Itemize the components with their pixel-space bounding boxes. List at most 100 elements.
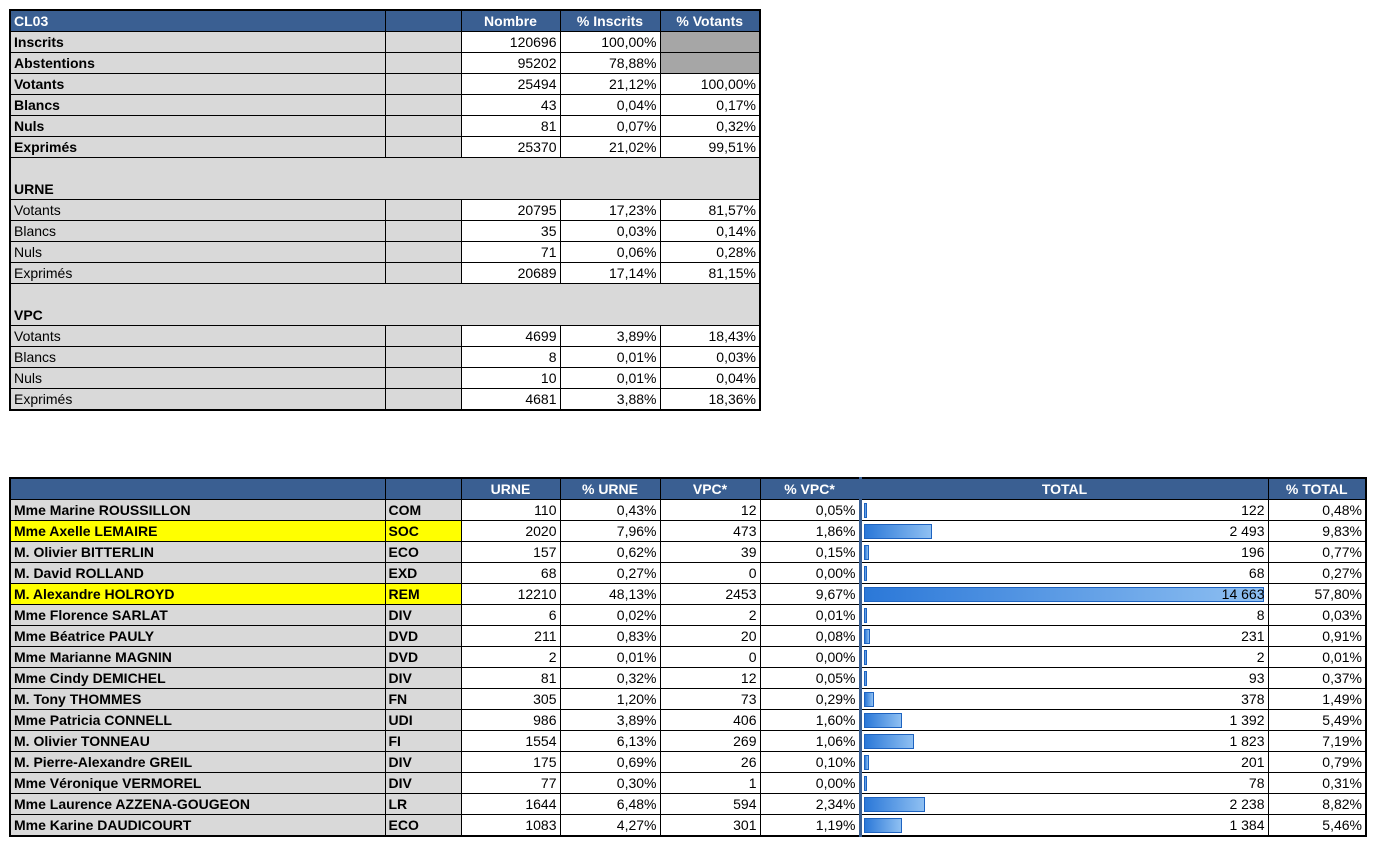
value-pct-votants: 0,04% [659, 367, 761, 389]
summary-table: CL03 Nombre % Inscrits % Votants Inscrit… [9, 9, 761, 411]
summary-row: Nuls 81 0,07% 0,32% [9, 115, 761, 137]
value-vpc: 473 [659, 520, 761, 542]
total-databar [863, 566, 867, 581]
col-header-pct-votants: % Votants [659, 9, 761, 32]
value-pct-vpc: 0,15% [759, 541, 861, 563]
value-total: 14 663 [1221, 586, 1265, 602]
value-vpc: 269 [659, 730, 761, 752]
total-databar [863, 692, 874, 707]
value-nombre: 20795 [460, 199, 561, 221]
candidate-row: M. David ROLLAND EXD 68 0,27% 0 0,00% 68 0,27% [9, 562, 1367, 584]
value-urne: 986 [460, 709, 561, 731]
total-cell: 1 384 [858, 814, 1269, 837]
candidate-name: Mme Florence SARLAT [9, 604, 386, 626]
value-pct-urne: 0,43% [559, 499, 661, 521]
candidate-party: SOC [384, 520, 462, 542]
value-pct-total: 0,27% [1267, 562, 1367, 584]
value-pct-vpc: 0,10% [759, 751, 861, 773]
section-title-row: VPC [9, 304, 761, 326]
value-pct-urne: 4,27% [559, 814, 661, 837]
total-databar [863, 713, 902, 728]
col-header-nombre: Nombre [460, 9, 561, 32]
row-label: Votants [9, 325, 386, 347]
summary-row: Exprimés 25370 21,02% 99,51% [9, 136, 761, 158]
row-label: Votants [9, 199, 386, 221]
candidate-name: Mme Karine DAUDICOURT [9, 814, 386, 837]
col-header-vpc: VPC* [659, 477, 761, 500]
value-nombre: 20689 [460, 262, 561, 284]
total-databar [863, 776, 867, 791]
row-label: Exprimés [9, 136, 386, 158]
total-cell: 122 [858, 499, 1269, 521]
value-vpc: 0 [659, 646, 761, 668]
value-pct-inscrits: 21,12% [559, 73, 661, 95]
value-urne: 2 [460, 646, 561, 668]
row-blank [384, 73, 462, 95]
value-pct-vpc: 0,08% [759, 625, 861, 647]
section-spacer-cell [9, 157, 761, 179]
value-pct-vpc: 2,34% [759, 793, 861, 815]
value-urne: 1083 [460, 814, 561, 837]
summary-row: Abstentions 95202 78,88% [9, 52, 761, 74]
value-pct-urne: 0,83% [559, 625, 661, 647]
candidate-name: Mme Laurence AZZENA-GOUGEON [9, 793, 386, 815]
value-pct-inscrits: 17,14% [559, 262, 661, 284]
value-pct-votants: 100,00% [659, 73, 761, 95]
candidate-party: COM [384, 499, 462, 521]
value-pct-urne: 0,01% [559, 646, 661, 668]
value-pct-inscrits: 0,07% [559, 115, 661, 137]
summary-row: Blancs 43 0,04% 0,17% [9, 94, 761, 116]
value-pct-vpc: 9,67% [759, 583, 861, 605]
value-pct-vpc: 0,00% [759, 646, 861, 668]
candidate-party: DIV [384, 604, 462, 626]
value-pct-total: 0,31% [1267, 772, 1367, 794]
value-urne: 110 [460, 499, 561, 521]
candidate-party: DIV [384, 751, 462, 773]
candidate-row: M. Tony THOMMES FN 305 1,20% 73 0,29% 378 1,49% [9, 688, 1367, 710]
row-blank [384, 241, 462, 263]
value-pct-total: 8,82% [1267, 793, 1367, 815]
col-header-pct-vpc: % VPC* [759, 477, 861, 500]
row-label: Nuls [9, 241, 386, 263]
value-vpc: 1 [659, 772, 761, 794]
row-blank [384, 220, 462, 242]
col-header-party [384, 477, 462, 500]
total-cell: 201 [858, 751, 1269, 773]
total-cell: 14 663 [858, 583, 1269, 605]
summary-row: Exprimés 4681 3,88% 18,36% [9, 388, 761, 411]
value-vpc: 2453 [659, 583, 761, 605]
value-pct-total: 5,46% [1267, 814, 1367, 837]
candidate-name: M. Alexandre HOLROYD [9, 583, 386, 605]
value-pct-inscrits: 0,03% [559, 220, 661, 242]
value-vpc: 73 [659, 688, 761, 710]
value-pct-vpc: 1,19% [759, 814, 861, 837]
value-vpc: 26 [659, 751, 761, 773]
value-pct-inscrits: 78,88% [559, 52, 661, 74]
value-total: 2 493 [1229, 523, 1265, 539]
value-urne: 175 [460, 751, 561, 773]
summary-title: CL03 [9, 9, 386, 32]
value-total: 201 [1241, 754, 1265, 770]
col-header-pct-urne: % URNE [559, 477, 661, 500]
row-blank [384, 325, 462, 347]
value-vpc: 301 [659, 814, 761, 837]
value-urne: 81 [460, 667, 561, 689]
total-databar [863, 734, 914, 749]
candidate-row: Mme Florence SARLAT DIV 6 0,02% 2 0,01% 8 0,03% [9, 604, 1367, 626]
value-vpc: 20 [659, 625, 761, 647]
total-databar [863, 797, 925, 812]
total-databar [863, 524, 932, 539]
value-pct-inscrits: 100,00% [559, 31, 661, 53]
value-pct-urne: 0,62% [559, 541, 661, 563]
row-blank [384, 115, 462, 137]
candidate-name: Mme Patricia CONNELL [9, 709, 386, 731]
candidate-party: DVD [384, 625, 462, 647]
value-pct-vpc: 0,00% [759, 772, 861, 794]
candidate-row: Mme Cindy DEMICHEL DIV 81 0,32% 12 0,05% 93 0,3… [9, 667, 1367, 689]
col-header-urne: URNE [460, 477, 561, 500]
value-vpc: 2 [659, 604, 761, 626]
total-cell: 93 [858, 667, 1269, 689]
section-spacer [9, 157, 761, 179]
candidate-row: M. Olivier TONNEAU FI 1554 6,13% 269 1,06% 1 8… [9, 730, 1367, 752]
candidate-row: Mme Véronique VERMOREL DIV 77 0,30% 1 0,00% 78… [9, 772, 1367, 794]
